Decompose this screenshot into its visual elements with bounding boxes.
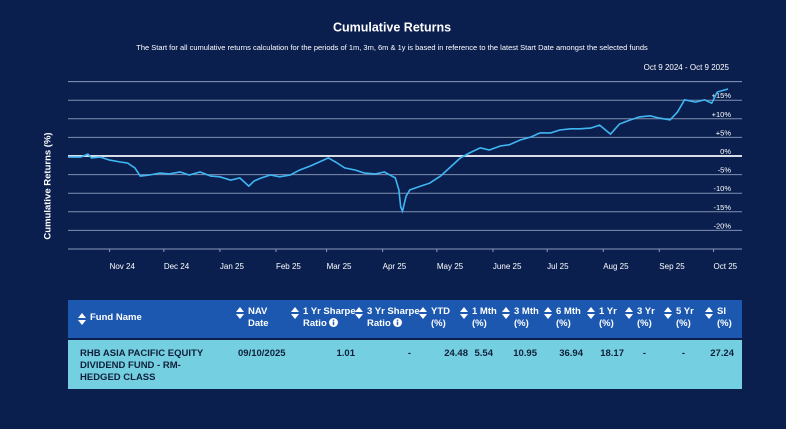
sort-icon[interactable] (419, 307, 427, 319)
table-cell: 36.94 (559, 348, 583, 359)
table-header (68, 300, 742, 338)
y-tick-label: -5% (718, 166, 732, 175)
column-label: 1 Yr (%) (599, 306, 625, 330)
table-cell: 24.48 (444, 348, 468, 359)
column-text: YTD (%) (431, 306, 450, 329)
column-text: 3 Mth (%) (514, 306, 539, 329)
table-cell: - (642, 348, 646, 359)
column-header[interactable]: 1 Yr (%) (587, 306, 625, 330)
column-text: SI (%) (717, 306, 732, 329)
column-text: 1 Yr Sharpe Ratio (303, 306, 356, 329)
column-text: 6 Mth (%) (556, 306, 581, 329)
x-tick-label: Nov 24 (110, 262, 136, 271)
table-cell: 10.95 (513, 348, 537, 359)
column-text: NAV Date (248, 306, 269, 329)
x-tick-label: Jan 25 (220, 262, 245, 271)
column-header[interactable]: Fund Name (78, 312, 230, 325)
table-cell: RHB ASIA PACIFIC EQUITY DIVIDEND FUND - … (80, 348, 203, 383)
y-tick-label: +5% (716, 128, 732, 137)
y-tick-label: +15% (712, 91, 732, 100)
table-cell: - (407, 348, 411, 359)
column-header[interactable]: 3 Yr (%) (625, 306, 663, 330)
column-header[interactable]: 3 Yr Sharpe Ratio (355, 306, 425, 330)
sort-icon[interactable] (460, 307, 468, 319)
column-label: SI (%) (717, 306, 739, 330)
x-tick-label: Feb 25 (276, 262, 301, 271)
column-label: Fund Name (90, 312, 230, 324)
table-cell: 09/10/2025 (238, 348, 286, 359)
return-line (68, 88, 729, 214)
table-cell: 1.01 (336, 348, 356, 359)
table-cell: 27.24 (710, 348, 734, 359)
column-header[interactable]: YTD (%) (419, 306, 457, 330)
column-label: 1 Yr Sharpe Ratio (303, 306, 361, 330)
x-tick-label: June 25 (493, 262, 522, 271)
info-icon[interactable] (329, 318, 339, 327)
column-label: NAV Date (248, 306, 278, 330)
column-label: 6 Mth (%) (556, 306, 588, 330)
y-axis-label: Cumulative Returns (%) (43, 132, 54, 239)
column-text: 3 Yr (%) (637, 306, 655, 329)
sort-icon[interactable] (587, 307, 595, 319)
y-tick-label: -20% (713, 221, 731, 230)
column-header[interactable]: SI (%) (705, 306, 739, 330)
column-label: 3 Mth (%) (514, 306, 546, 330)
y-tick-label: -15% (713, 203, 731, 212)
chart-subtitle: The Start for all cumulative returns cal… (136, 43, 648, 52)
y-tick-label: -10% (713, 184, 731, 193)
chart: Cumulative Returns The Start for all cum… (43, 20, 742, 271)
sort-icon[interactable] (664, 307, 672, 319)
x-tick-label: Dec 24 (164, 262, 190, 271)
column-header[interactable]: 5 Yr (%) (664, 306, 702, 330)
column-label: 1 Mth (%) (472, 306, 504, 330)
sort-icon[interactable] (78, 313, 86, 325)
column-header[interactable]: 3 Mth (%) (502, 306, 546, 330)
column-text: 1 Mth (%) (472, 306, 497, 329)
column-header[interactable]: 1 Yr Sharpe Ratio (291, 306, 361, 330)
table-cell: 5.54 (474, 348, 494, 359)
column-label: 3 Yr Sharpe Ratio (367, 306, 425, 330)
sort-icon[interactable] (236, 307, 244, 319)
x-tick-label: Oct 25 (714, 262, 738, 271)
table-cell: - (681, 348, 685, 359)
column-header[interactable]: 6 Mth (%) (544, 306, 588, 330)
column-label: 3 Yr (%) (637, 306, 663, 330)
column-text: 5 Yr (%) (676, 306, 694, 329)
x-tick-label: Sep 25 (659, 262, 685, 271)
sort-icon[interactable] (544, 307, 552, 319)
sort-icon[interactable] (705, 307, 713, 319)
x-tick-label: Apr 25 (383, 262, 407, 271)
x-tick-label: Jul 25 (547, 262, 569, 271)
column-text: 3 Yr Sharpe Ratio (367, 306, 420, 329)
column-text: 1 Yr (%) (599, 306, 617, 329)
column-label: YTD (%) (431, 306, 457, 330)
table-cell: 18.17 (600, 348, 624, 359)
info-icon[interactable] (393, 318, 403, 327)
sort-icon[interactable] (355, 307, 363, 319)
column-header[interactable]: 1 Mth (%) (460, 306, 504, 330)
sort-icon[interactable] (625, 307, 633, 319)
x-tick-label: Aug 25 (603, 262, 629, 271)
y-tick-label: 0% (720, 147, 731, 156)
x-tick-label: May 25 (437, 262, 464, 271)
sort-icon[interactable] (502, 307, 510, 319)
chart-title: Cumulative Returns (333, 20, 451, 34)
sort-icon[interactable] (291, 307, 299, 319)
y-tick-label: +10% (712, 110, 732, 119)
column-text: Fund Name (90, 312, 142, 323)
date-range: Oct 9 2024 - Oct 9 2025 (644, 63, 730, 72)
column-label: 5 Yr (%) (676, 306, 702, 330)
table-row (68, 340, 742, 389)
x-tick-label: Mar 25 (327, 262, 352, 271)
column-header[interactable]: NAV Date (236, 306, 278, 330)
